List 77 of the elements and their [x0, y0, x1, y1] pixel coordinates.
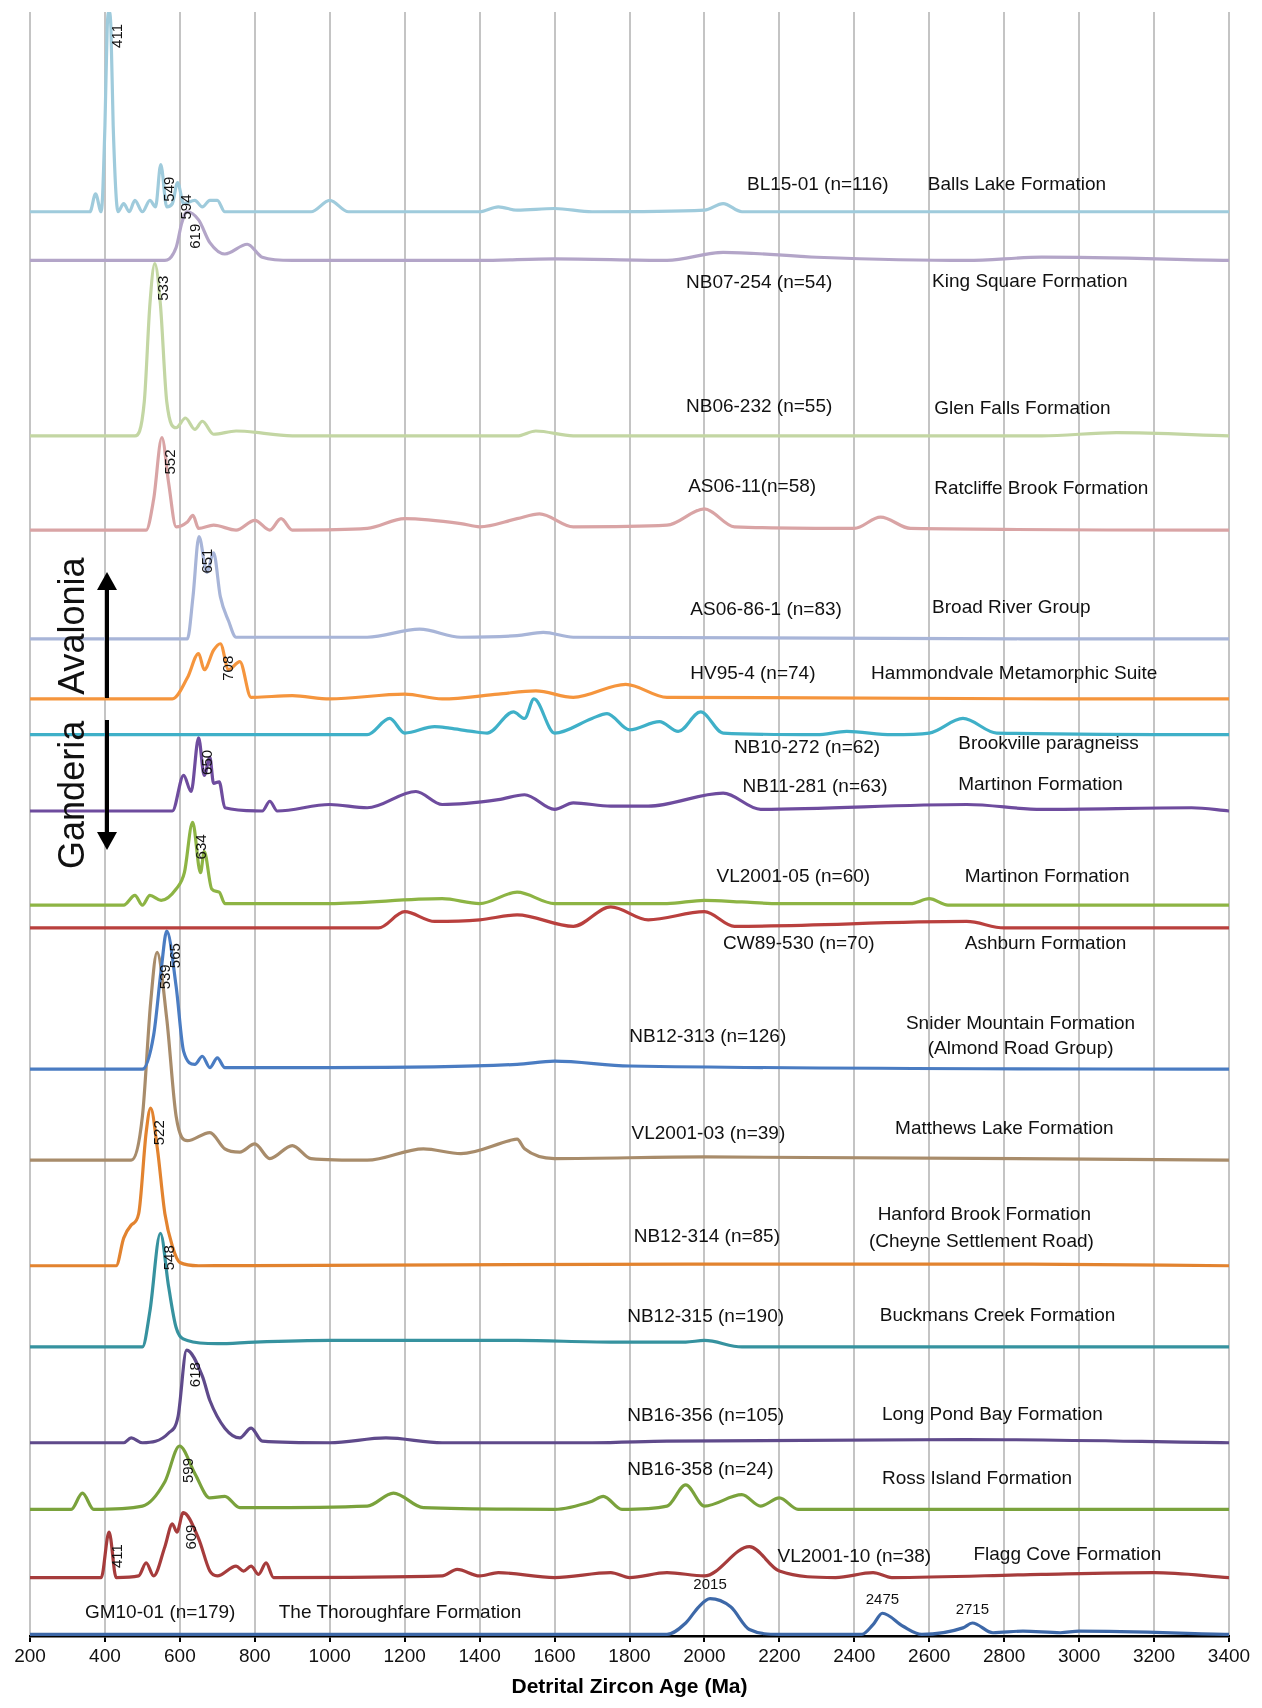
x-tick-label: 1200 [383, 1644, 426, 1666]
x-axis-title: Detrital Zircon Age (Ma) [511, 1674, 748, 1698]
annotation: NB07-254 (n=54) [685, 271, 833, 293]
annotation: 619 [186, 223, 204, 249]
annotation: Buckmans Creek Formation [879, 1303, 1116, 1325]
annotation: The Thoroughfare Formation [278, 1600, 522, 1622]
annotation: Ganderia [50, 719, 92, 869]
annotation: 411 [108, 1544, 126, 1568]
annotation: AS06-11(n=58) [688, 474, 817, 496]
annotation: 2015 [693, 1575, 727, 1593]
annotation: Snider Mountain Formation [905, 1011, 1136, 1033]
annotation: 2475 [865, 1589, 900, 1607]
annotation: NB06-232 (n=55) [685, 395, 833, 417]
annotation: Ratcliffe Brook Formation [934, 477, 1149, 499]
annotation: HV95-4 (n=74) [690, 662, 816, 684]
x-tick-label: 1600 [533, 1644, 576, 1666]
annotation: GM10-01 (n=179) [84, 1600, 236, 1622]
annotation: King Square Formation [932, 270, 1128, 292]
annotation: Broad River Group [932, 595, 1091, 617]
annotation: VL2001-05 (n=60) [716, 864, 871, 886]
annotation: 2715 [955, 1599, 990, 1617]
x-tick-label: 2000 [683, 1644, 726, 1666]
annotation: Martinon Formation [964, 864, 1130, 886]
annotation: Martinon Formation [958, 773, 1123, 795]
x-tick-label: 1400 [458, 1644, 501, 1666]
x-tick-label: 800 [238, 1644, 271, 1666]
annotation: 533 [153, 275, 171, 301]
annotation: NB12-313 (n=126) [629, 1024, 787, 1046]
x-tick-label: 200 [14, 1644, 46, 1666]
x-tick-label: 3000 [1057, 1644, 1101, 1666]
annotation: Avalonia [50, 556, 92, 695]
annotation: NB12-314 (n=85) [633, 1225, 781, 1247]
annotation: (Cheyne Settlement Road) [868, 1229, 1094, 1251]
annotation: NB16-358 (n=24) [627, 1458, 774, 1480]
annotation: 548 [159, 1245, 177, 1271]
annotation: Long Pond Bay Formation [881, 1402, 1103, 1424]
annotation: VL2001-10 (n=38) [777, 1545, 932, 1567]
x-tick-label: 2200 [758, 1644, 801, 1666]
annotation: Ashburn Formation [964, 932, 1127, 954]
x-tick-label: 400 [89, 1644, 121, 1666]
annotation: Hammondvale Metamorphic Suite [871, 662, 1158, 684]
annotation: Balls Lake Formation [927, 173, 1107, 195]
x-tick-label: 1000 [308, 1644, 351, 1666]
annotation: 599 [178, 1457, 196, 1484]
x-tick-label: 3400 [1207, 1644, 1251, 1666]
annotation: 634 [191, 834, 209, 860]
annotation: 549 [159, 176, 177, 202]
x-tick-label: 600 [164, 1644, 196, 1666]
x-tick-label: 2600 [908, 1644, 951, 1666]
annotation: (Almond Road Group) [927, 1036, 1114, 1058]
x-tick-label: 2400 [833, 1644, 876, 1666]
annotation: 651 [198, 548, 216, 574]
x-tick-label: 3200 [1132, 1644, 1176, 1666]
annotation: NB16-356 (n=105) [627, 1403, 785, 1425]
annotation: 609 [182, 1524, 200, 1550]
annotation: 522 [149, 1120, 167, 1146]
annotation: 618 [185, 1362, 203, 1388]
annotation: BL15-01 (n=116) [746, 173, 889, 195]
annotation: Hanford Brook Formation [877, 1203, 1091, 1225]
x-tick-label: 2800 [983, 1644, 1026, 1666]
annotation: CW89-530 (n=70) [723, 932, 875, 954]
annotation: Flagg Cove Formation [973, 1543, 1162, 1565]
annotation: Brookville paragneiss [958, 731, 1139, 753]
annotation: 708 [219, 655, 237, 681]
annotation: Matthews Lake Formation [895, 1117, 1114, 1139]
annotation: 411 [108, 24, 126, 48]
annotation: VL2001-03 (n=39) [631, 1121, 786, 1143]
annotation: 650 [197, 749, 215, 775]
annotation: NB12-315 (n=190) [627, 1304, 785, 1326]
x-tick-label: 1800 [608, 1644, 651, 1666]
annotation: NB11-281 (n=63) [742, 775, 888, 797]
annotation: 594 [176, 194, 194, 220]
annotation: Ross Island Formation [881, 1466, 1073, 1488]
annotation: Glen Falls Formation [934, 396, 1111, 418]
annotation: AS06-86-1 (n=83) [690, 598, 842, 619]
annotation: NB10-272 (n=62) [733, 736, 881, 758]
annotation: 552 [161, 449, 179, 475]
